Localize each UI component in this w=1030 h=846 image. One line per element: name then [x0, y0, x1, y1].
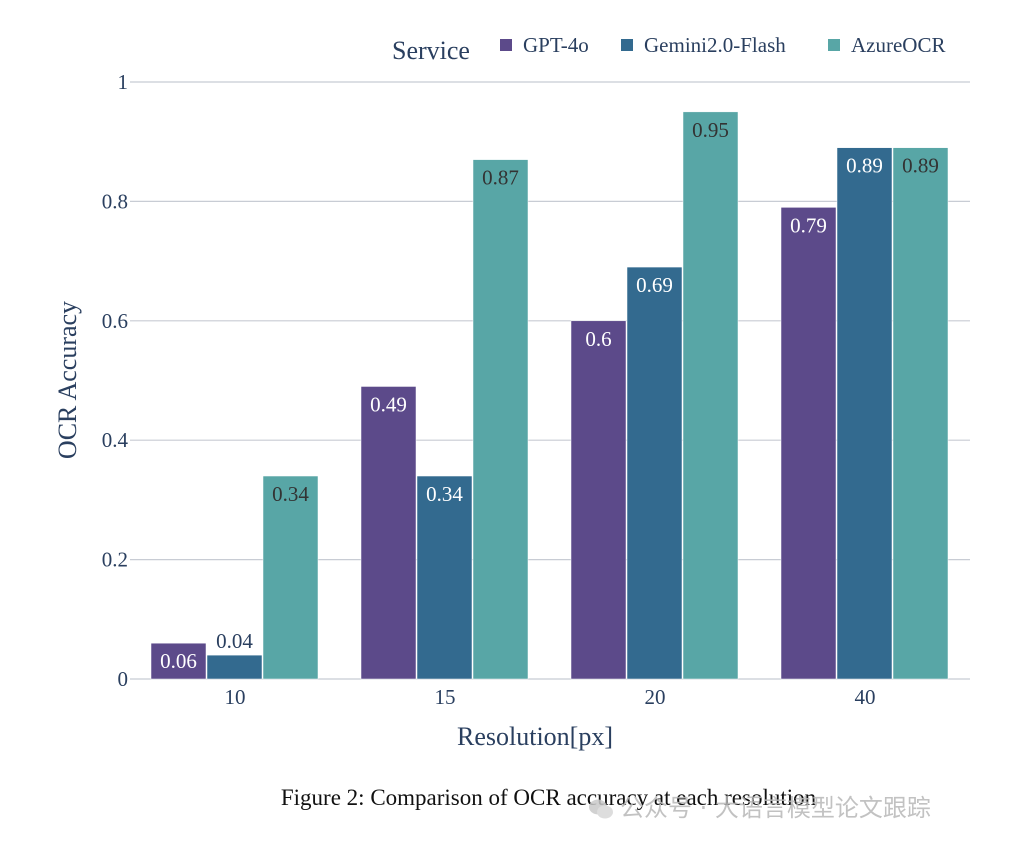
- ocr-accuracy-chart: 0 0.2 0.4 0.6 0.8 1 0.06 0.04 0.34 10 0.49 0.34 0.87…: [53, 33, 970, 751]
- bar-azureocr-40: [892, 147, 949, 680]
- y-tick-label: 0.2: [102, 548, 128, 572]
- y-tick-label: 1: [118, 70, 129, 94]
- data-label: 0.69: [636, 273, 673, 297]
- x-tick-label: 10: [225, 685, 246, 709]
- data-label: 0.49: [370, 392, 407, 416]
- data-label: 0.89: [902, 154, 939, 178]
- legend-swatch: [828, 39, 840, 51]
- legend-label: AzureOCR: [851, 33, 945, 57]
- x-tick-label: 20: [645, 685, 666, 709]
- data-label: 0.79: [790, 213, 827, 237]
- bar-gpt-4o-15: [360, 386, 417, 680]
- x-axis-title: Resolution[px]: [457, 722, 613, 751]
- legend-label: Gemini2.0-Flash: [644, 33, 786, 57]
- data-label: 0.34: [426, 482, 463, 506]
- bar-azureocr-20: [682, 111, 739, 680]
- data-label: 0.6: [585, 327, 611, 351]
- bar-gemini2-0-flash-20: [626, 266, 683, 680]
- data-label: 0.87: [482, 166, 519, 190]
- bar-gpt-4o-10: [150, 642, 207, 680]
- wechat-icon: [589, 799, 613, 819]
- data-label: 0.89: [846, 154, 883, 178]
- figure-caption: Figure 2: Comparison of OCR accuracy at …: [280, 785, 817, 810]
- bar-azureocr-15: [472, 159, 529, 680]
- watermark: 公众号 · 大语言模型论文跟踪: [588, 788, 931, 823]
- bar-gemini2-0-flash-40: [836, 147, 893, 680]
- y-tick-label: 0: [118, 667, 129, 691]
- data-label: 0.04: [216, 629, 253, 653]
- legend-title: Service: [392, 36, 470, 65]
- y-tick-label: 0.8: [102, 189, 128, 213]
- bar-gemini2-0-flash-10: [206, 654, 263, 680]
- data-label: 0.95: [692, 118, 729, 142]
- data-label: 0.34: [272, 482, 309, 506]
- y-tick-label: 0.4: [102, 428, 129, 452]
- y-axis-title: OCR Accuracy: [53, 301, 82, 459]
- data-label: 0.06: [160, 649, 197, 673]
- bar-gpt-4o-20: [570, 320, 627, 680]
- legend-swatch: [621, 39, 633, 51]
- bar-gpt-4o-40: [780, 207, 837, 680]
- watermark-text: 公众号 · 大语言模型论文跟踪: [620, 794, 931, 822]
- x-tick-label: 40: [855, 685, 876, 709]
- x-tick-label: 15: [435, 685, 456, 709]
- legend-swatch: [500, 39, 512, 51]
- bar-azureocr-10: [262, 475, 319, 680]
- legend-label: GPT-4o: [523, 33, 589, 57]
- y-tick-label: 0.6: [102, 309, 128, 333]
- bar-gemini2-0-flash-15: [416, 475, 473, 680]
